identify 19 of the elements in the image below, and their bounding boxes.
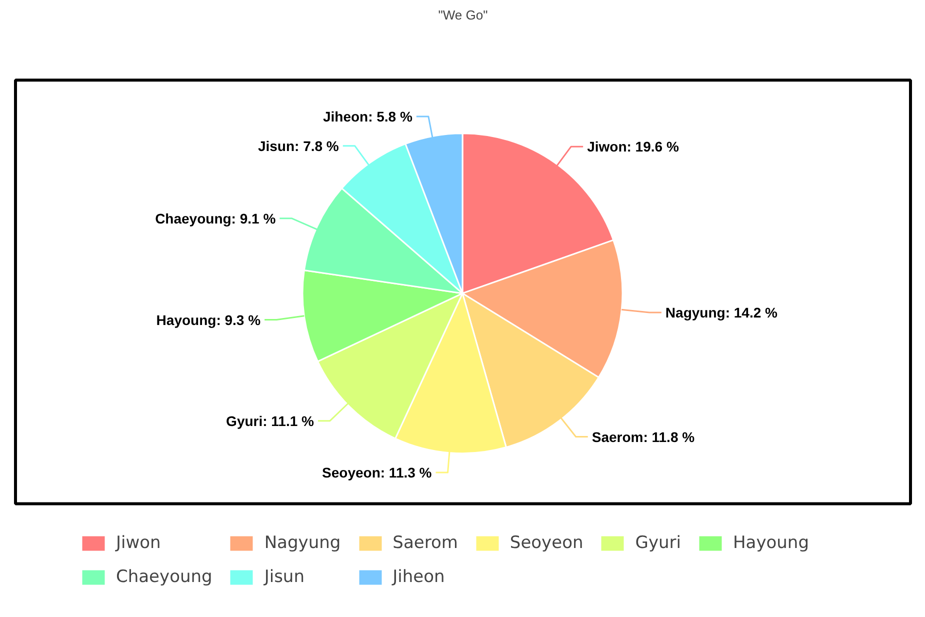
legend-label: Jiheon — [392, 567, 445, 587]
chart-title: "We Go" — [438, 8, 488, 22]
data-label: Nagyung: 14.2 % — [665, 304, 778, 320]
legend-label: Seoyeon — [510, 533, 584, 553]
legend-label: Hayoung — [733, 533, 810, 553]
data-label: Jisun: 7.8 % — [258, 138, 340, 154]
data-label: Seoyeon: 11.3 % — [322, 464, 432, 481]
legend-label: Nagyung — [264, 533, 341, 553]
legend-label: Gyuri — [635, 533, 681, 553]
data-label: Saerom: 11.8 % — [592, 428, 696, 445]
legend-label: Jiwon — [116, 533, 161, 553]
legend-label: Jisun — [264, 567, 304, 587]
legend-label: Saerom — [392, 533, 458, 553]
data-label: Jiwon: 19.6 % — [587, 138, 680, 155]
data-label: Gyuri: 11.1 % — [226, 412, 315, 429]
data-label: Chaeyoung: 9.1 % — [155, 210, 276, 226]
legend-label: Chaeyoung — [116, 567, 212, 587]
data-label: Hayoung: 9.3 % — [156, 312, 262, 328]
data-label: Jiheon: 5.8 % — [322, 108, 413, 125]
